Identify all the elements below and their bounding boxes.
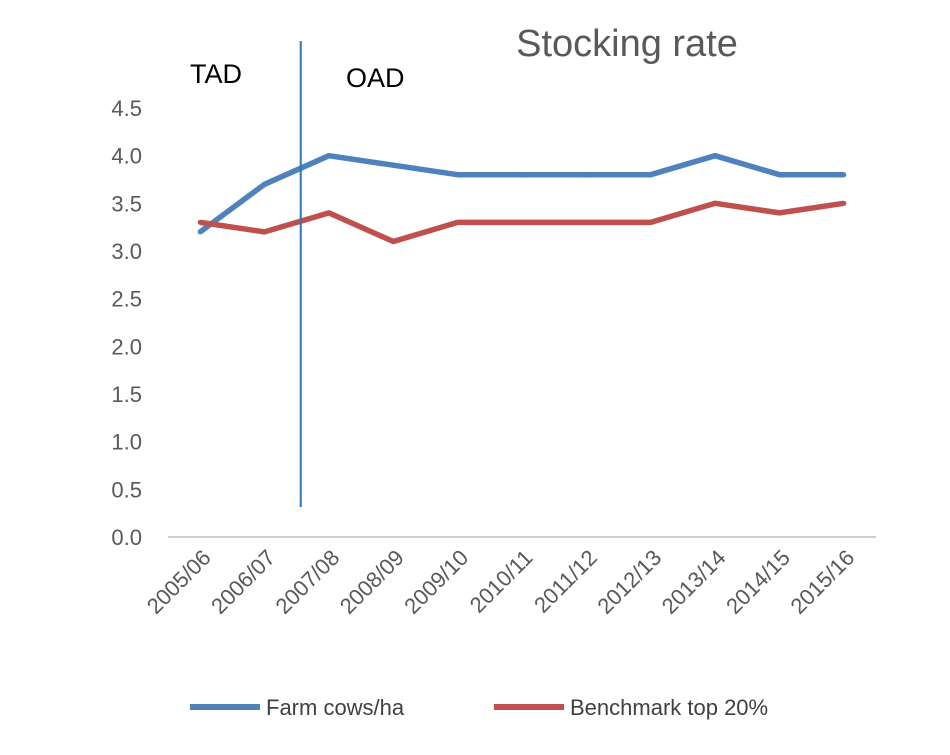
data-point: [390, 238, 396, 244]
x-tick-label: 2011/12: [529, 545, 602, 618]
data-point: [648, 219, 654, 225]
data-point: [519, 172, 525, 178]
x-tick-label: 2008/09: [335, 545, 409, 619]
y-tick-label: 2.5: [111, 287, 142, 312]
x-tick-label: 2006/07: [206, 545, 280, 619]
annotation-oad: OAD: [346, 63, 405, 93]
x-tick-label: 2009/10: [399, 545, 473, 619]
series-lines: [197, 152, 847, 245]
legend-label: Farm cows/ha: [266, 695, 405, 720]
data-point: [197, 219, 203, 225]
data-point: [326, 210, 332, 216]
y-tick-label: 1.0: [111, 430, 142, 455]
data-point: [583, 172, 589, 178]
data-point: [262, 229, 268, 235]
x-tick-label: 2014/15: [721, 545, 795, 619]
x-tick-label: 2007/08: [271, 545, 345, 619]
legend-label: Benchmark top 20%: [570, 695, 768, 720]
data-point: [326, 153, 332, 159]
x-tick-label: 2012/13: [592, 545, 666, 619]
data-point: [712, 153, 718, 159]
data-point: [583, 219, 589, 225]
y-tick-label: 0.5: [111, 477, 142, 502]
data-point: [390, 162, 396, 168]
data-point: [712, 200, 718, 206]
data-point: [841, 200, 847, 206]
y-tick-label: 4.0: [111, 144, 142, 169]
y-tick-label: 0.0: [111, 525, 142, 550]
x-tick-label: 2013/14: [657, 545, 731, 619]
data-point: [262, 181, 268, 187]
data-point: [455, 219, 461, 225]
x-tick-label: 2015/16: [785, 545, 859, 619]
x-axis: 2005/062006/072007/082008/092009/102010/…: [142, 536, 876, 619]
legend: Farm cows/ha Benchmark top 20%: [190, 695, 768, 720]
y-tick-label: 3.5: [111, 191, 142, 216]
chart-title: Stocking rate: [516, 23, 738, 65]
x-tick-label: 2005/06: [142, 545, 216, 619]
y-tick-label: 2.0: [111, 334, 142, 359]
data-point: [648, 172, 654, 178]
data-point: [776, 172, 782, 178]
data-point: [455, 172, 461, 178]
data-point: [776, 210, 782, 216]
data-point: [519, 219, 525, 225]
y-axis: 0.0 0.5 1.0 1.5 2.0 2.5 3.0 3.5 4.0 4.5: [111, 96, 142, 550]
x-tick-label: 2010/11: [465, 545, 538, 618]
y-tick-label: 4.5: [111, 96, 142, 121]
data-point: [841, 172, 847, 178]
y-tick-label: 1.5: [111, 382, 142, 407]
annotation-tad: TAD: [190, 59, 242, 89]
data-point: [197, 229, 203, 235]
y-tick-label: 3.0: [111, 239, 142, 264]
